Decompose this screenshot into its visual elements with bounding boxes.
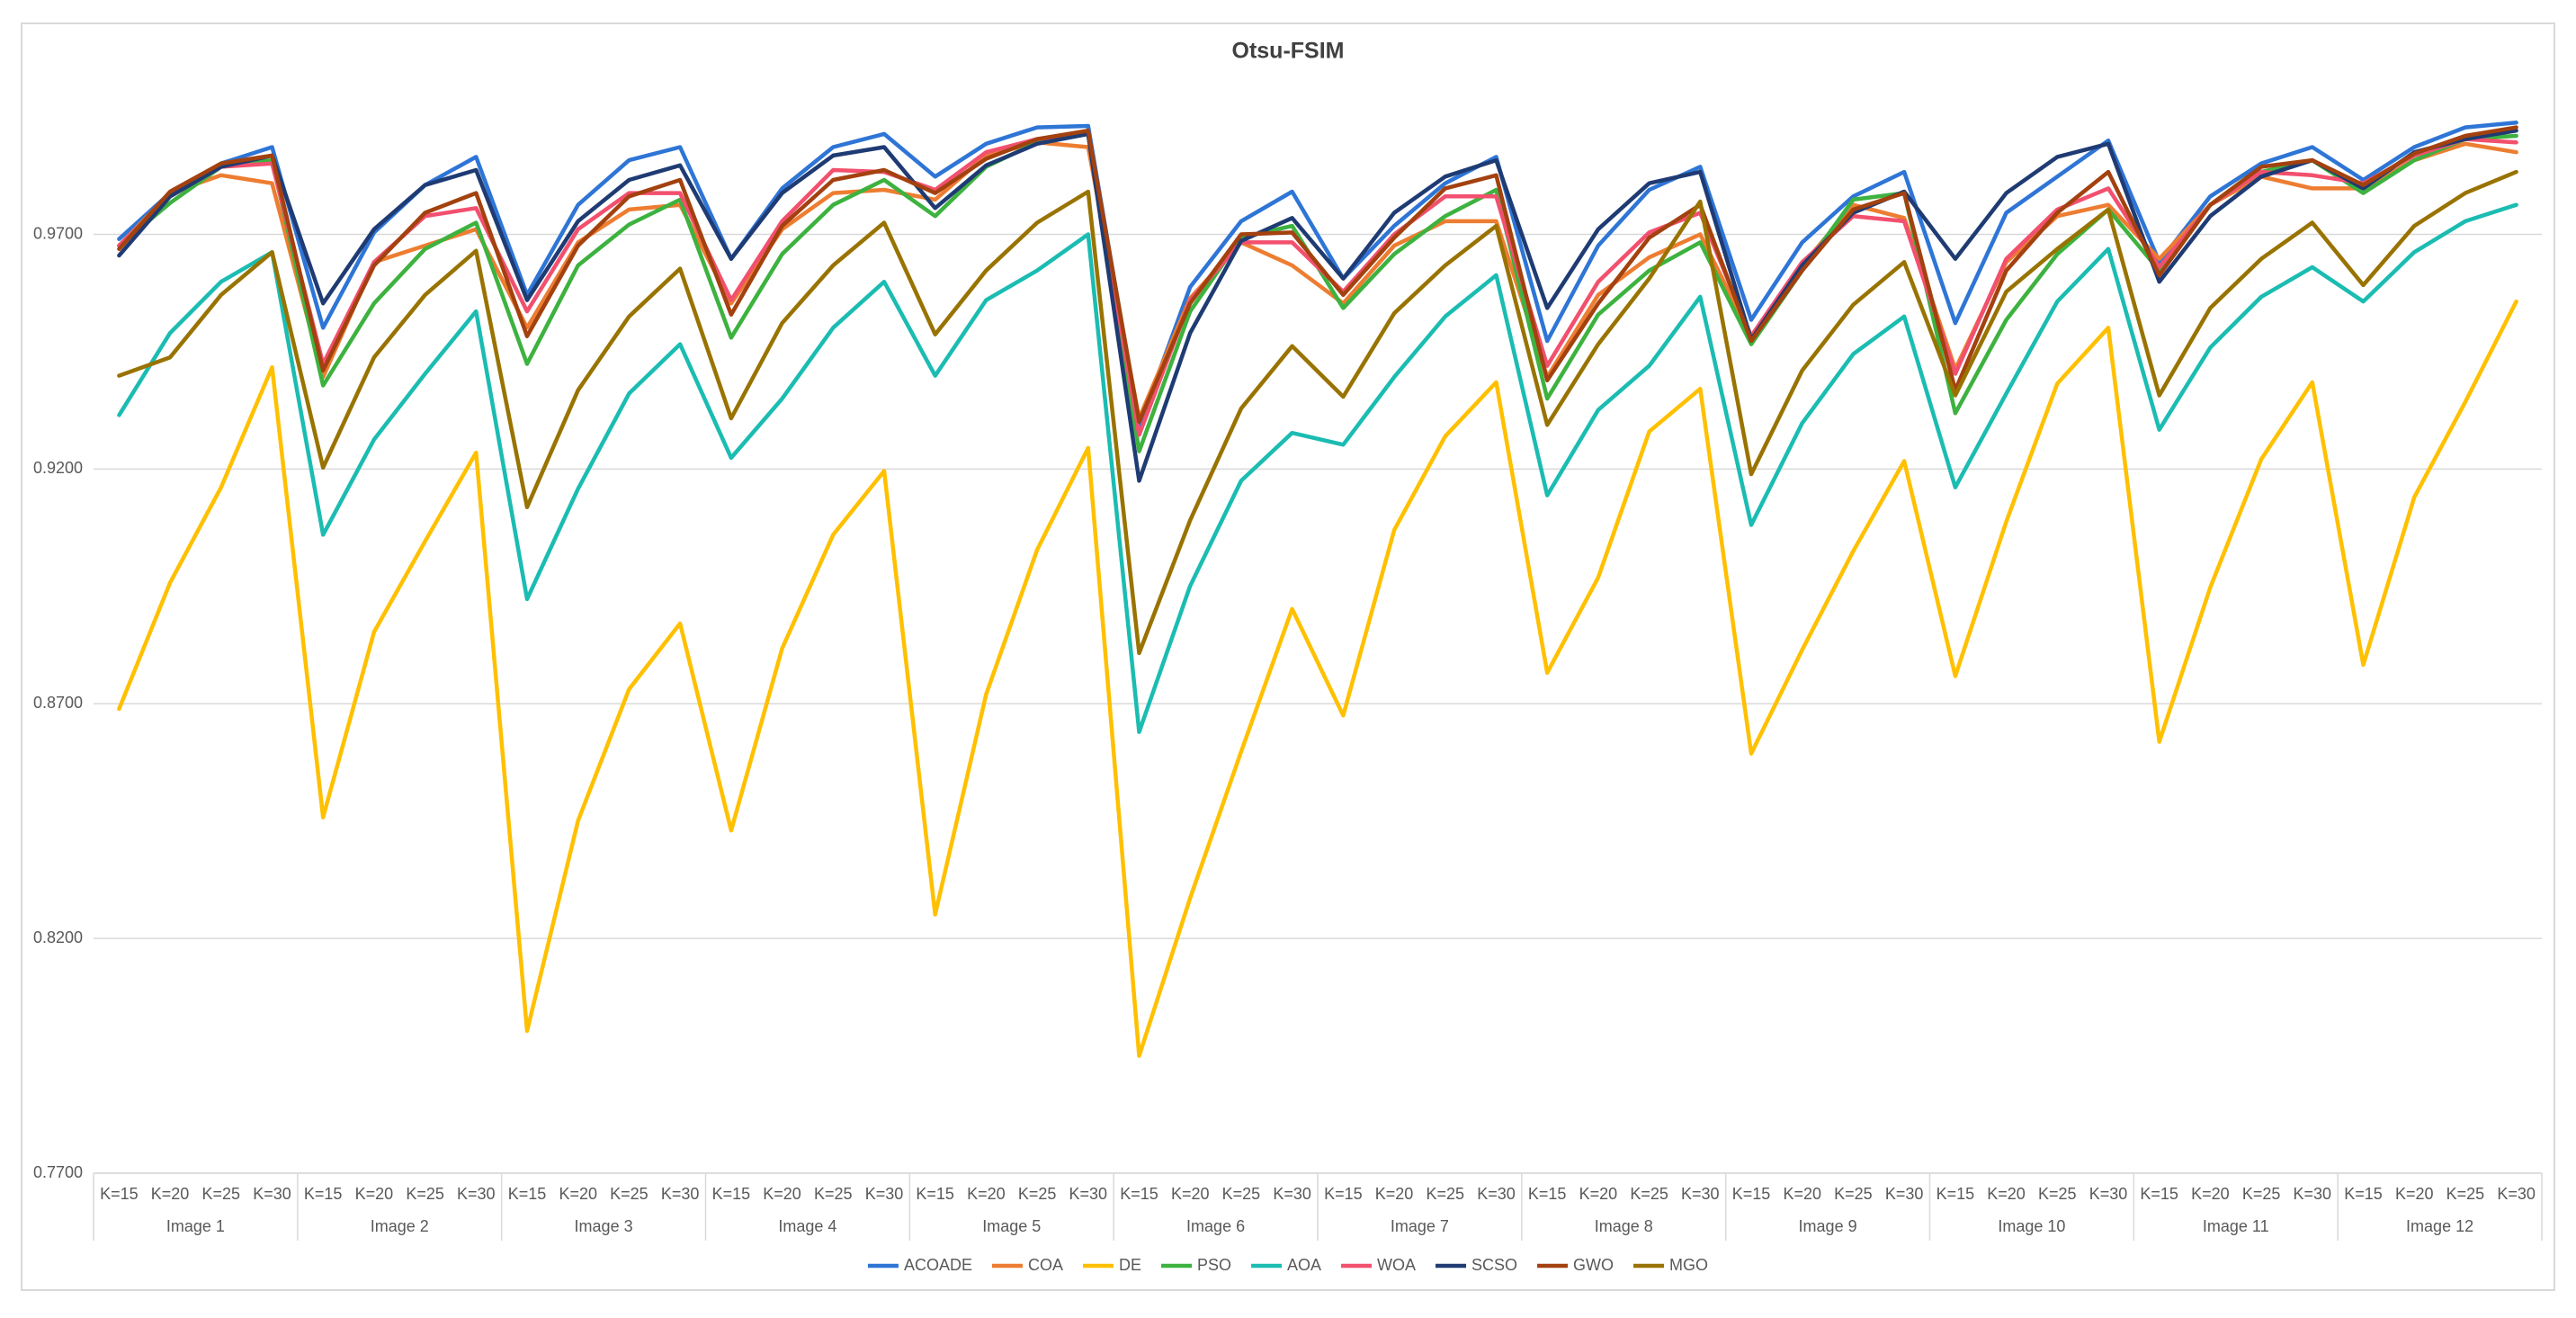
series-line xyxy=(117,299,2518,1058)
series-line xyxy=(117,131,2518,437)
x-tick-label: K=30 xyxy=(661,1185,700,1203)
x-tick-label: K=25 xyxy=(814,1185,853,1203)
group-label: Image 6 xyxy=(1186,1217,1245,1235)
x-tick-label: K=15 xyxy=(1936,1185,1975,1203)
x-tick-label: K=25 xyxy=(2242,1185,2281,1203)
x-tick-label: K=30 xyxy=(457,1185,496,1203)
legend: ACOADE COA DE PSO AOA WOA SCSO GWO MGO xyxy=(867,1256,1708,1274)
x-tick-label: K=30 xyxy=(1885,1185,1924,1203)
legend-label: COA xyxy=(1028,1256,1063,1274)
x-tick-label: K=20 xyxy=(151,1185,190,1203)
group-label: Image 1 xyxy=(166,1217,225,1235)
x-tick-label: K=15 xyxy=(1324,1185,1363,1203)
x-tick-label: K=20 xyxy=(2191,1185,2230,1203)
x-tick-label: K=25 xyxy=(1426,1185,1464,1203)
x-tick-label: K=15 xyxy=(2140,1185,2178,1203)
x-tick-label: K=15 xyxy=(2344,1185,2383,1203)
x-tick-label: K=15 xyxy=(100,1185,139,1203)
legend-label: PSO xyxy=(1197,1256,1231,1274)
x-tick-label: K=25 xyxy=(1630,1185,1668,1203)
x-tick-label: K=25 xyxy=(201,1185,240,1203)
group-label: Image 9 xyxy=(1799,1217,1857,1235)
x-tick-label: K=20 xyxy=(2395,1185,2434,1203)
group-label: Image 8 xyxy=(1595,1217,1653,1235)
x-tick-label: K=20 xyxy=(1375,1185,1414,1203)
x-tick-label: K=25 xyxy=(610,1185,648,1203)
legend-label: DE xyxy=(1119,1256,1141,1274)
group-label: Image 2 xyxy=(371,1217,429,1235)
group-label: Image 11 xyxy=(2203,1217,2269,1235)
group-label: Image 4 xyxy=(778,1217,836,1235)
y-tick-label: 0.7700 xyxy=(33,1163,83,1181)
series-line xyxy=(117,202,2518,734)
x-tick-label: K=15 xyxy=(304,1185,343,1203)
x-tick-label: K=30 xyxy=(2294,1185,2332,1203)
x-tick-label: K=15 xyxy=(1528,1185,1567,1203)
y-tick-label: 0.9200 xyxy=(33,459,83,477)
series-line xyxy=(117,128,2518,483)
legend-label: GWO xyxy=(1573,1256,1614,1274)
x-tick-label: K=20 xyxy=(967,1185,1006,1203)
x-tick-label: K=30 xyxy=(1069,1185,1108,1203)
x-tick-label: K=15 xyxy=(508,1185,547,1203)
x-tick-label: K=25 xyxy=(2446,1185,2485,1203)
x-tick-label: K=30 xyxy=(1681,1185,1720,1203)
x-tick-label: K=15 xyxy=(1120,1185,1158,1203)
group-label: Image 10 xyxy=(1998,1217,2065,1235)
x-tick-label: K=20 xyxy=(763,1185,801,1203)
x-tick-label: K=30 xyxy=(2089,1185,2128,1203)
x-tick-label: K=30 xyxy=(2497,1185,2536,1203)
legend-label: ACOADE xyxy=(904,1256,972,1274)
x-tick-label: K=30 xyxy=(1273,1185,1311,1203)
x-tick-label: K=20 xyxy=(559,1185,597,1203)
x-tick-label: K=15 xyxy=(916,1185,954,1203)
x-tick-label: K=25 xyxy=(2038,1185,2077,1203)
group-label: Image 7 xyxy=(1391,1217,1449,1235)
legend-label: SCSO xyxy=(1471,1256,1517,1274)
x-tick-label: K=25 xyxy=(406,1185,444,1203)
x-tick-label: K=20 xyxy=(1171,1185,1210,1203)
group-label: Image 3 xyxy=(575,1217,633,1235)
x-tick-label: K=30 xyxy=(1477,1185,1516,1203)
chart-title: Otsu-FSIM xyxy=(1232,39,1345,64)
y-tick-label: 0.8700 xyxy=(33,694,83,712)
y-tick-label: 0.9700 xyxy=(33,224,83,242)
x-tick-label: K=30 xyxy=(865,1185,904,1203)
x-tick-label: K=25 xyxy=(1834,1185,1873,1203)
x-tick-label: K=15 xyxy=(1732,1185,1771,1203)
x-tick-label: K=20 xyxy=(1987,1185,2026,1203)
series-line xyxy=(117,169,2518,656)
x-tick-label: K=20 xyxy=(1783,1185,1821,1203)
series-line xyxy=(117,125,2518,424)
legend-label: WOA xyxy=(1377,1256,1416,1274)
group-label: Image 5 xyxy=(982,1217,1041,1235)
x-tick-label: K=25 xyxy=(1222,1185,1261,1203)
legend-label: MGO xyxy=(1669,1256,1708,1274)
x-tick-label: K=30 xyxy=(253,1185,291,1203)
x-tick-label: K=20 xyxy=(1579,1185,1618,1203)
x-tick-label: K=25 xyxy=(1018,1185,1057,1203)
x-tick-label: K=20 xyxy=(355,1185,394,1203)
series-line xyxy=(117,121,2518,429)
y-tick-label: 0.8200 xyxy=(33,928,83,946)
legend-label: AOA xyxy=(1287,1256,1321,1274)
chart-border xyxy=(21,22,2555,1291)
group-label: Image 12 xyxy=(2406,1217,2473,1235)
x-tick-label: K=15 xyxy=(712,1185,751,1203)
